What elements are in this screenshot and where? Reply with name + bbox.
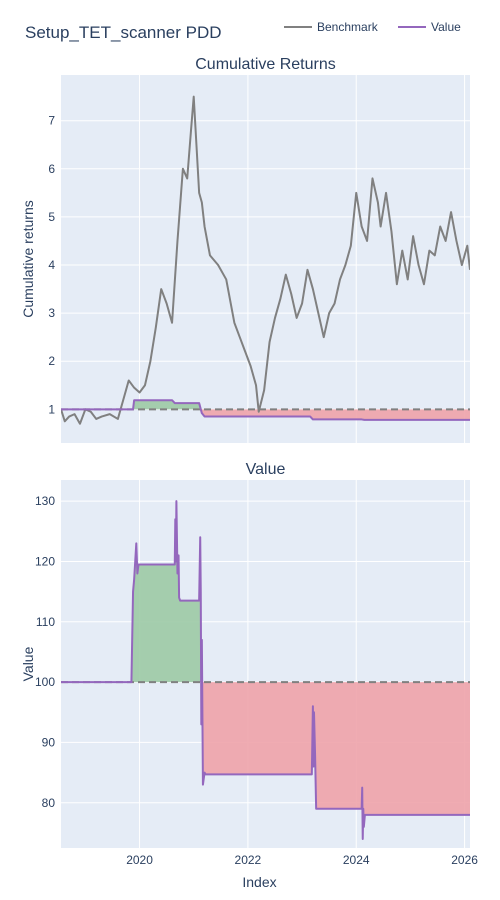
- x-tick-label: 2026: [451, 853, 478, 867]
- legend-benchmark-label[interactable]: Benchmark: [317, 20, 379, 34]
- y-tick-label: 120: [35, 554, 55, 568]
- y-axis-label: Cumulative returns: [20, 200, 36, 318]
- y-tick-label: 4: [48, 258, 55, 272]
- y-tick-label: 6: [48, 162, 55, 176]
- y-tick-label: 130: [35, 494, 55, 508]
- y-tick-label: 1: [48, 402, 55, 416]
- value-line[interactable]: [61, 399, 470, 421]
- x-tick-label: 2020: [126, 853, 153, 867]
- legend-value-label[interactable]: Value: [431, 20, 461, 34]
- y-tick-label: 3: [48, 306, 55, 320]
- y-tick-label: 110: [36, 615, 55, 629]
- y-tick-label: 100: [35, 675, 55, 689]
- cumulative-returns-panel: 1 2 3 4 5 6 7 Cumulative Returns Cumulative retu…: [20, 56, 470, 443]
- y-tick-label: 2: [48, 354, 55, 368]
- value-panel: 80 90 100 110 120 130 2020 2022 2024 2026 Value Val…: [20, 461, 478, 890]
- subplot-title: Cumulative Returns: [195, 56, 336, 73]
- benchmark-line[interactable]: [61, 95, 470, 425]
- chart-title: Setup_TET_scanner PDD: [25, 23, 222, 42]
- y-tick-label: 90: [42, 735, 56, 749]
- x-tick-label: 2022: [235, 853, 262, 867]
- y-tick-label: 5: [48, 210, 55, 224]
- subplot-title: Value: [246, 461, 286, 478]
- x-axis-label: Index: [242, 874, 276, 890]
- gain-area: [131, 501, 202, 683]
- y-tick-label: 80: [42, 796, 56, 810]
- loss-area: [200, 409, 470, 420]
- plot-content: [61, 500, 470, 840]
- gain-area: [133, 400, 201, 410]
- y-axis-label: Value: [20, 646, 36, 681]
- legend[interactable]: Benchmark Value: [284, 20, 461, 34]
- value-line[interactable]: [61, 500, 470, 840]
- loss-area: [202, 682, 470, 839]
- x-tick-label: 2024: [343, 853, 370, 867]
- plot-area: [61, 75, 470, 443]
- plot-content: [61, 95, 470, 425]
- y-tick-label: 7: [48, 114, 55, 128]
